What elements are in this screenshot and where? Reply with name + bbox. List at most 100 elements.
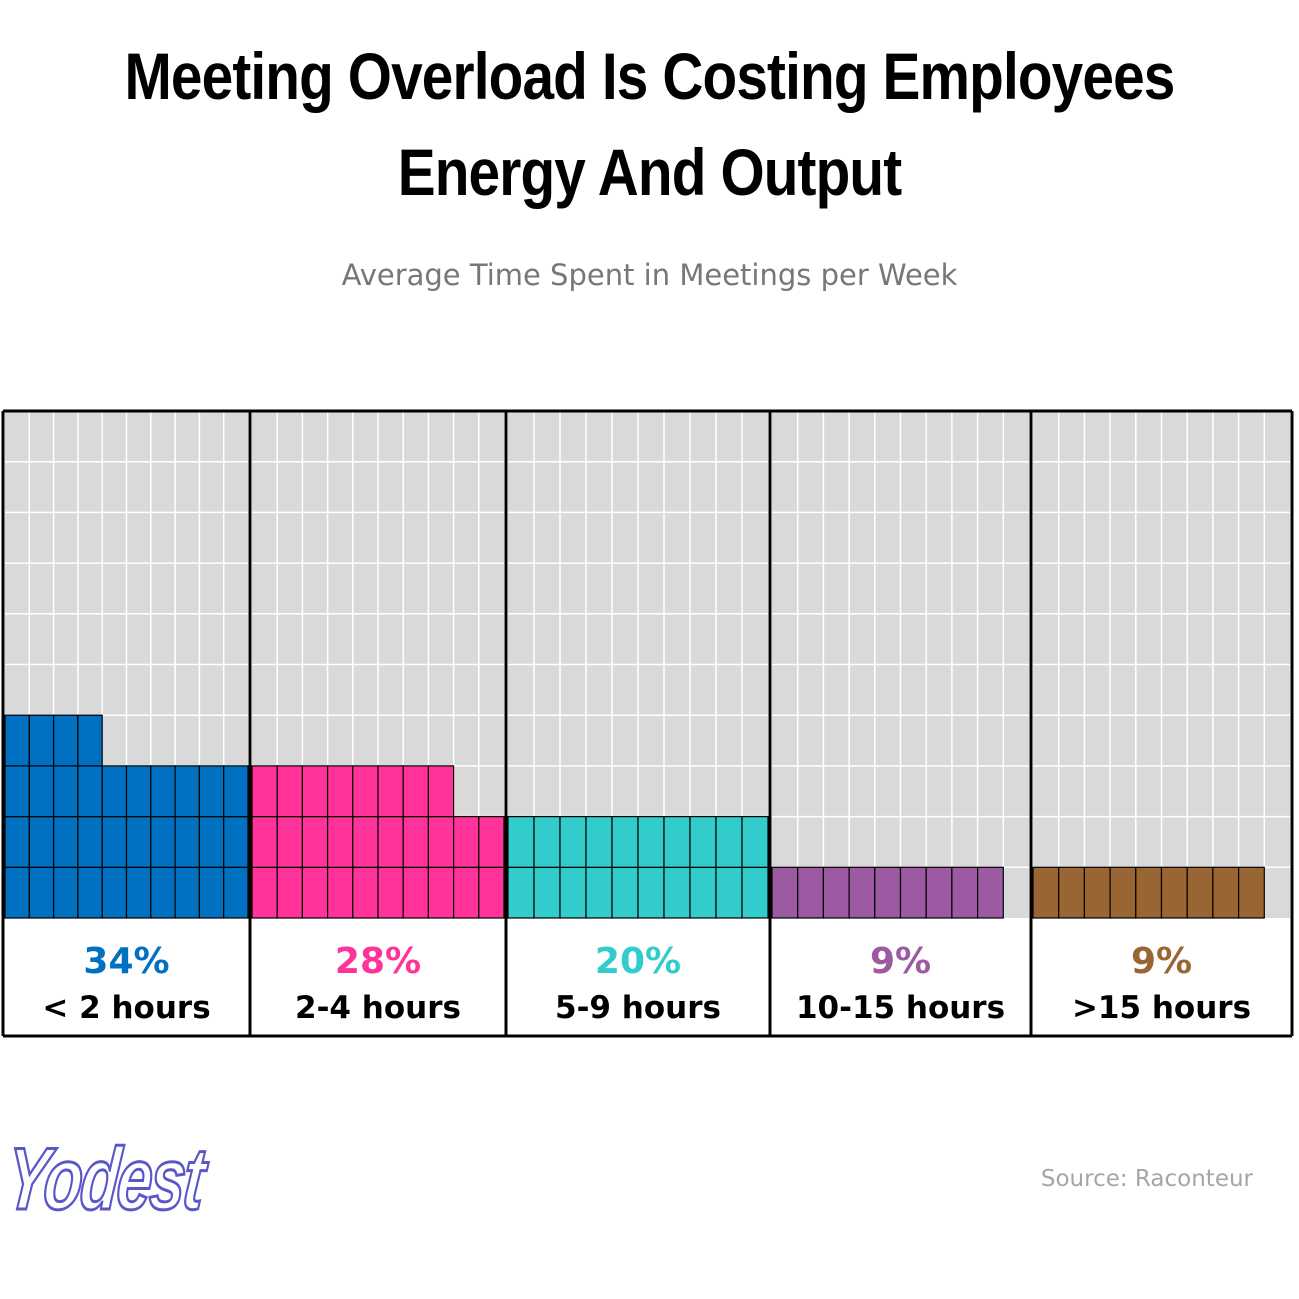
waffle-cell (251, 765, 278, 818)
waffle-cell (301, 816, 329, 868)
panel-4: 9% 10-15 hours (771, 411, 1029, 1026)
waffle-cell (52, 714, 79, 767)
waffle-cell (198, 765, 225, 818)
waffle-cell (453, 816, 480, 868)
source-note: Source: Raconteur (1040, 1166, 1253, 1192)
waffle-cell (377, 765, 404, 818)
waffle-cell (478, 816, 505, 868)
title-line-1: Meeting Overload Is Costing Employees (124, 39, 1175, 113)
chart-subtitle: Average Time Spent in Meetings per Week (341, 258, 958, 292)
waffle-cell (251, 866, 278, 919)
waffle-cell (101, 816, 128, 868)
waffle-cell (52, 866, 79, 919)
waffle-cell (741, 866, 769, 919)
panel-5: 9% >15 hours (1032, 411, 1290, 1026)
waffle-cell (276, 816, 304, 868)
waffle-cell (507, 866, 535, 919)
waffle-cell (533, 816, 561, 868)
waffle-cell (77, 765, 103, 818)
waffle-cell (125, 765, 152, 818)
chart-title: Meeting Overload Is Costing Employees En… (91, 28, 1208, 220)
waffle-cell (4, 866, 30, 919)
value-label: 28% (335, 941, 421, 982)
value-label: 20% (595, 941, 681, 982)
waffle-cell (174, 816, 201, 868)
waffle-cell (327, 866, 354, 919)
waffle-cell (951, 866, 979, 919)
waffle-cell (689, 866, 717, 919)
waffle-cell (377, 816, 404, 868)
waffle-cell (4, 816, 30, 868)
waffle-cell (198, 816, 225, 868)
waffle-cell (223, 816, 249, 868)
value-label: 34% (83, 941, 169, 982)
waffle-cell (150, 765, 176, 818)
panel-3: 20% 5-9 hours (507, 411, 769, 1026)
waffle-cell (478, 866, 505, 919)
waffle-cell (715, 866, 743, 919)
waffle-cell (976, 866, 1004, 919)
waffle-cell (663, 866, 691, 919)
waffle-cell (741, 816, 769, 868)
waffle-cell (402, 866, 430, 919)
value-label: 9% (1131, 941, 1192, 982)
waffle-cell (1135, 866, 1163, 919)
waffle-cell (174, 765, 201, 818)
waffle-cell (797, 866, 825, 919)
waffle-cell (28, 714, 55, 767)
waffle-cell (1032, 866, 1060, 919)
waffle-cell (689, 816, 717, 868)
waffle-cell (1160, 866, 1188, 919)
waffle-cell (101, 866, 128, 919)
panel-2: 28% 2-4 hours (251, 411, 505, 1026)
waffle-cell (427, 866, 455, 919)
waffle-cell (402, 765, 430, 818)
waffle-cell (28, 765, 55, 818)
waffle-cell (507, 816, 535, 868)
waffle-cell (848, 866, 876, 919)
waffle-cell (223, 866, 249, 919)
waffle-cell (771, 866, 799, 919)
waffle-cell (637, 816, 665, 868)
waffle-cell (899, 866, 927, 919)
waffle-cell (150, 866, 176, 919)
waffle-cell (663, 816, 691, 868)
waffle-cell (198, 866, 225, 919)
waffle-cell (1109, 866, 1137, 919)
category-label: 2-4 hours (295, 990, 461, 1026)
waffle-cell (637, 866, 665, 919)
waffle-cell (4, 714, 30, 767)
yodest-logo: Yodest (1, 1128, 209, 1230)
waffle-cell (251, 816, 278, 868)
waffle-cell (28, 816, 55, 868)
waffle-cell (327, 765, 354, 818)
waffle-cell (402, 816, 430, 868)
category-label: 10-15 hours (796, 990, 1005, 1026)
waffle-cell (77, 714, 103, 767)
waffle-cell (1186, 866, 1214, 919)
waffle-cell (77, 866, 103, 919)
value-label: 9% (870, 941, 931, 982)
waffle-cell (276, 866, 304, 919)
waffle-cell (301, 765, 329, 818)
waffle-cell (611, 816, 639, 868)
title-line-2: Energy And Output (397, 135, 902, 209)
waffle-cell (77, 816, 103, 868)
waffle-cell (585, 866, 613, 919)
category-label: < 2 hours (42, 990, 210, 1026)
waffle-cell (301, 866, 329, 919)
waffle-cell (874, 866, 902, 919)
waffle-cell (276, 765, 304, 818)
waffle-cell (559, 816, 587, 868)
waffle-cell (1083, 866, 1111, 919)
waffle-cell (1058, 866, 1085, 919)
waffle-chart: 34% < 2 hours 28% 2-4 hours 20% 5-9 hours 9% 10… (1, 409, 1294, 1038)
waffle-cell (4, 765, 30, 818)
waffle-cell (1237, 866, 1265, 919)
waffle-cell (352, 866, 379, 919)
waffle-cell (453, 866, 480, 919)
waffle-cell (52, 765, 79, 818)
waffle-cell (822, 866, 850, 919)
waffle-cell (1212, 866, 1240, 919)
waffle-cell (533, 866, 561, 919)
